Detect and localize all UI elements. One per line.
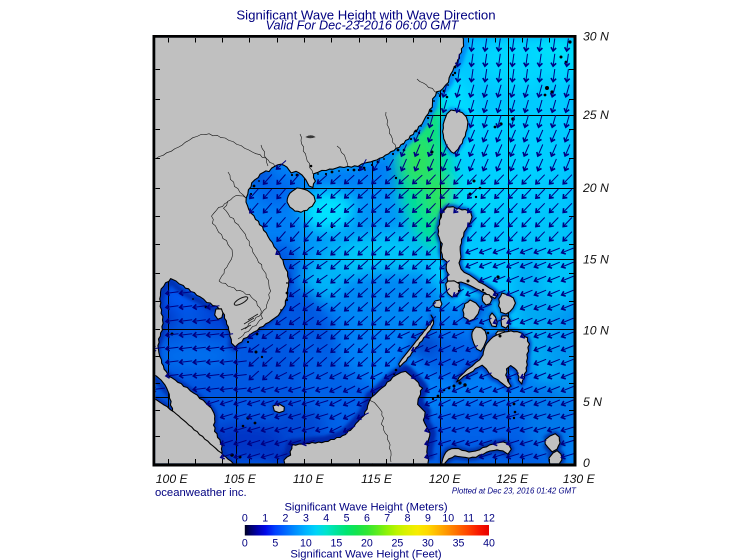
svg-text:105 E: 105 E <box>224 472 257 486</box>
svg-text:35: 35 <box>453 538 465 550</box>
svg-text:110 E: 110 E <box>293 472 325 486</box>
svg-text:Significant Wave Height with W: Significant Wave Height with Wave Direct… <box>236 8 495 23</box>
svg-text:115 E: 115 E <box>361 472 393 486</box>
svg-text:9: 9 <box>425 513 431 525</box>
svg-text:5: 5 <box>272 538 278 550</box>
svg-text:12: 12 <box>483 513 495 525</box>
svg-text:15: 15 <box>331 538 343 550</box>
svg-text:5: 5 <box>344 513 350 525</box>
svg-text:8: 8 <box>405 513 411 525</box>
svg-text:100 E: 100 E <box>156 472 189 486</box>
svg-text:6: 6 <box>364 513 370 525</box>
svg-text:20 N: 20 N <box>582 181 609 195</box>
svg-text:30 N: 30 N <box>583 30 609 44</box>
svg-text:3: 3 <box>303 513 309 525</box>
svg-text:0: 0 <box>242 538 248 550</box>
svg-text:oceanweather inc.: oceanweather inc. <box>155 487 247 499</box>
svg-text:10 N: 10 N <box>583 324 609 338</box>
svg-text:4: 4 <box>323 513 329 525</box>
svg-text:20: 20 <box>361 538 373 550</box>
svg-text:Plotted at Dec 23, 2016 01:42: Plotted at Dec 23, 2016 01:42 GMT <box>452 487 577 496</box>
svg-text:25 N: 25 N <box>582 108 609 122</box>
svg-text:Valid For Dec-23-2016 06:00 GM: Valid For Dec-23-2016 06:00 GMT <box>266 19 460 33</box>
svg-text:Significant Wave Height (Meter: Significant Wave Height (Meters) <box>284 502 447 514</box>
svg-text:130 E: 130 E <box>563 472 596 486</box>
svg-text:30: 30 <box>422 538 434 550</box>
svg-text:1: 1 <box>262 513 268 525</box>
svg-text:11: 11 <box>463 513 474 525</box>
svg-text:2: 2 <box>283 513 289 525</box>
svg-text:15 N: 15 N <box>583 252 609 266</box>
svg-text:40: 40 <box>483 538 495 550</box>
svg-text:125 E: 125 E <box>496 472 529 486</box>
svg-text:0: 0 <box>242 513 248 525</box>
svg-text:0: 0 <box>583 456 590 470</box>
svg-text:10: 10 <box>300 538 312 550</box>
svg-text:5 N: 5 N <box>583 395 602 409</box>
svg-text:25: 25 <box>392 538 404 550</box>
svg-text:120 E: 120 E <box>429 472 462 486</box>
svg-text:Significant Wave Height (Feet): Significant Wave Height (Feet) <box>290 549 442 560</box>
svg-text:7: 7 <box>384 513 390 525</box>
svg-text:10: 10 <box>442 513 454 525</box>
